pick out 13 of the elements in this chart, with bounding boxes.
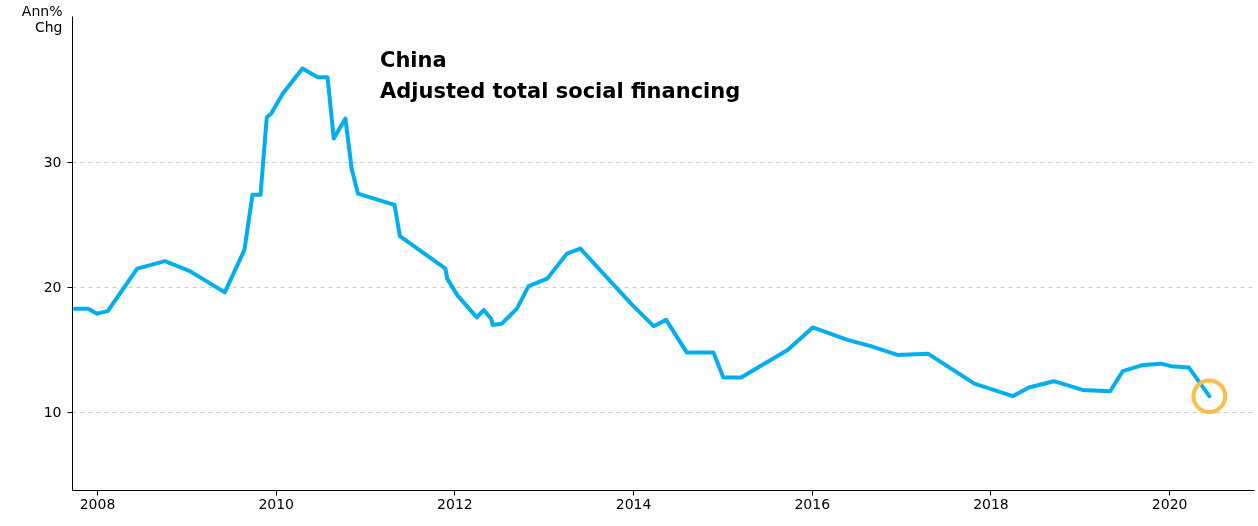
- x-tick-label: 2020: [1151, 495, 1188, 512]
- x-tick-label: 2018: [973, 495, 1009, 512]
- y-tick-label: 10: [43, 403, 62, 420]
- x-tick-label: 2012: [437, 495, 473, 512]
- x-tick-label: 2008: [79, 495, 116, 512]
- x-tick-label: 2010: [258, 495, 295, 512]
- text: Adjusted total social financing: [380, 79, 741, 103]
- y-tick-label: 20: [43, 278, 62, 295]
- x-tick-label: 2016: [794, 495, 831, 512]
- text: China: [380, 48, 447, 72]
- x-tick-label: 2014: [615, 495, 652, 512]
- y-tick-label: 30: [43, 153, 62, 170]
- y-axis-title: Ann% Chg: [21, 2, 63, 35]
